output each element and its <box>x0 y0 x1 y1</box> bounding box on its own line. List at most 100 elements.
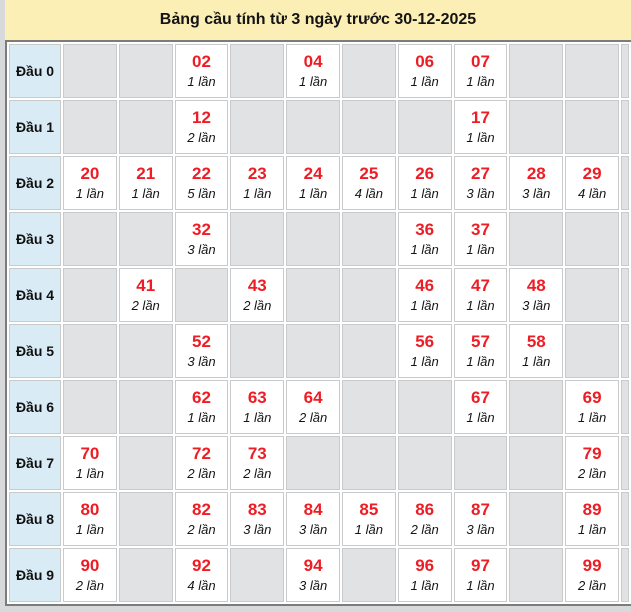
table-row: Đầu 2 20 1 lần 21 1 lần 22 5 lần 23 1 lần 24 1 lần… <box>9 156 629 210</box>
table-body: Đầu 0 02 1 lần 04 1 lần 06 1 lần 07 1 lần Đầu 1 12… <box>9 44 629 602</box>
cell-number: 46 <box>415 276 435 295</box>
cell-count: 1 lần <box>75 186 104 201</box>
cell-count: 1 lần <box>577 410 607 425</box>
number-cell: 63 1 lần <box>230 380 285 434</box>
number-cell: 72 2 lần <box>174 436 229 490</box>
row-label: Đầu 9 <box>9 548 61 602</box>
cell-number: 07 <box>471 52 490 71</box>
cell-number: 69 <box>582 388 602 407</box>
number-cell: 84 3 lần <box>286 492 340 546</box>
number-cell: 17 1 lần <box>453 100 508 154</box>
cell-number: 32 <box>192 220 211 239</box>
cell-count: 1 lần <box>187 410 216 425</box>
cell-count: 1 lần <box>466 578 495 593</box>
cell-count: 3 lần <box>522 186 551 201</box>
edge-spacer-cell <box>621 44 629 98</box>
cell-count: 1 lần <box>410 298 439 313</box>
cell-number: 67 <box>471 388 490 407</box>
cell-number: 17 <box>471 108 490 127</box>
empty-cell <box>230 44 285 98</box>
empty-cell <box>118 100 173 154</box>
cell-count: 1 lần <box>410 354 439 369</box>
cell-count: 2 lần <box>187 130 216 145</box>
row-label: Đầu 5 <box>9 324 61 378</box>
cell-count: 1 lần <box>466 130 495 145</box>
empty-cell <box>509 212 564 266</box>
empty-cell <box>341 268 396 322</box>
number-cell: 79 2 lần <box>565 436 619 490</box>
cell-count: 1 lần <box>466 74 495 89</box>
empty-cell <box>453 436 508 490</box>
cell-count: 3 lần <box>187 354 216 369</box>
cell-count: 1 lần <box>410 578 439 593</box>
number-cell: 82 2 lần <box>174 492 229 546</box>
cell-count: 4 lần <box>577 186 607 201</box>
cell-count: 2 lần <box>243 466 272 481</box>
cell-count: 3 lần <box>522 298 551 313</box>
table-row: Đầu 4 41 2 lần 43 2 lần 46 1 lần 47 1 lần 48 3 lần <box>9 268 629 322</box>
number-cell: 56 1 lần <box>397 324 452 378</box>
cell-number: 47 <box>471 276 490 295</box>
number-cell: 22 5 lần <box>174 156 229 210</box>
cell-count: 3 lần <box>298 522 328 537</box>
number-cell: 97 1 lần <box>453 548 508 602</box>
cell-count: 1 lần <box>466 354 495 369</box>
cell-number: 24 <box>303 164 323 183</box>
cell-count: 2 lần <box>577 578 607 593</box>
cell-count: 1 lần <box>298 186 328 201</box>
cell-number: 94 <box>303 556 323 575</box>
number-cell: 62 1 lần <box>174 380 229 434</box>
number-cell: 80 1 lần <box>63 492 117 546</box>
cell-count: 1 lần <box>577 522 607 537</box>
cell-number: 83 <box>247 500 267 519</box>
number-cell: 92 4 lần <box>174 548 229 602</box>
cell-number: 73 <box>247 444 267 463</box>
number-cell: 70 1 lần <box>63 436 117 490</box>
cell-number: 58 <box>526 332 546 351</box>
table-row: Đầu 9 90 2 lần 92 4 lần 94 3 lần 96 1 lần 97 1 lần… <box>9 548 629 602</box>
cell-count: 1 lần <box>243 186 272 201</box>
number-cell: 69 1 lần <box>565 380 619 434</box>
number-cell: 86 2 lần <box>397 492 452 546</box>
number-cell: 32 3 lần <box>174 212 229 266</box>
number-cell: 99 2 lần <box>565 548 619 602</box>
cell-number: 37 <box>471 220 490 239</box>
number-cell: 36 1 lần <box>397 212 452 266</box>
cell-number: 80 <box>80 500 100 519</box>
number-cell: 20 1 lần <box>63 156 117 210</box>
number-cell: 67 1 lần <box>453 380 508 434</box>
cell-count: 2 lần <box>577 466 607 481</box>
edge-spacer-cell <box>621 380 629 434</box>
cell-number: 56 <box>415 332 435 351</box>
empty-cell <box>230 548 285 602</box>
page-title: Bảng cầu tính từ 3 ngày trước 30-12-2025 <box>5 0 631 40</box>
empty-cell <box>174 268 229 322</box>
cell-number: 25 <box>359 164 379 183</box>
cell-count: 2 lần <box>131 298 160 313</box>
empty-cell <box>118 548 173 602</box>
empty-cell <box>509 436 564 490</box>
empty-cell <box>509 44 564 98</box>
empty-cell <box>341 212 396 266</box>
empty-cell <box>565 212 619 266</box>
cell-number: 70 <box>80 444 100 463</box>
cell-number: 28 <box>526 164 546 183</box>
row-label: Đầu 3 <box>9 212 61 266</box>
number-cell: 87 3 lần <box>453 492 508 546</box>
number-cell: 29 4 lần <box>565 156 619 210</box>
table-row: Đầu 0 02 1 lần 04 1 lần 06 1 lần 07 1 lần <box>9 44 629 98</box>
empty-cell <box>397 380 452 434</box>
cell-count: 5 lần <box>187 186 216 201</box>
empty-cell <box>397 100 452 154</box>
empty-cell <box>565 324 619 378</box>
empty-cell <box>565 268 619 322</box>
cell-count: 1 lần <box>410 74 439 89</box>
cell-count: 3 lần <box>466 186 495 201</box>
cell-number: 29 <box>582 164 602 183</box>
cell-number: 96 <box>415 556 435 575</box>
cell-number: 97 <box>471 556 490 575</box>
cell-number: 90 <box>80 556 100 575</box>
cell-count: 3 lần <box>466 522 495 537</box>
empty-cell <box>341 100 396 154</box>
empty-cell <box>286 268 340 322</box>
